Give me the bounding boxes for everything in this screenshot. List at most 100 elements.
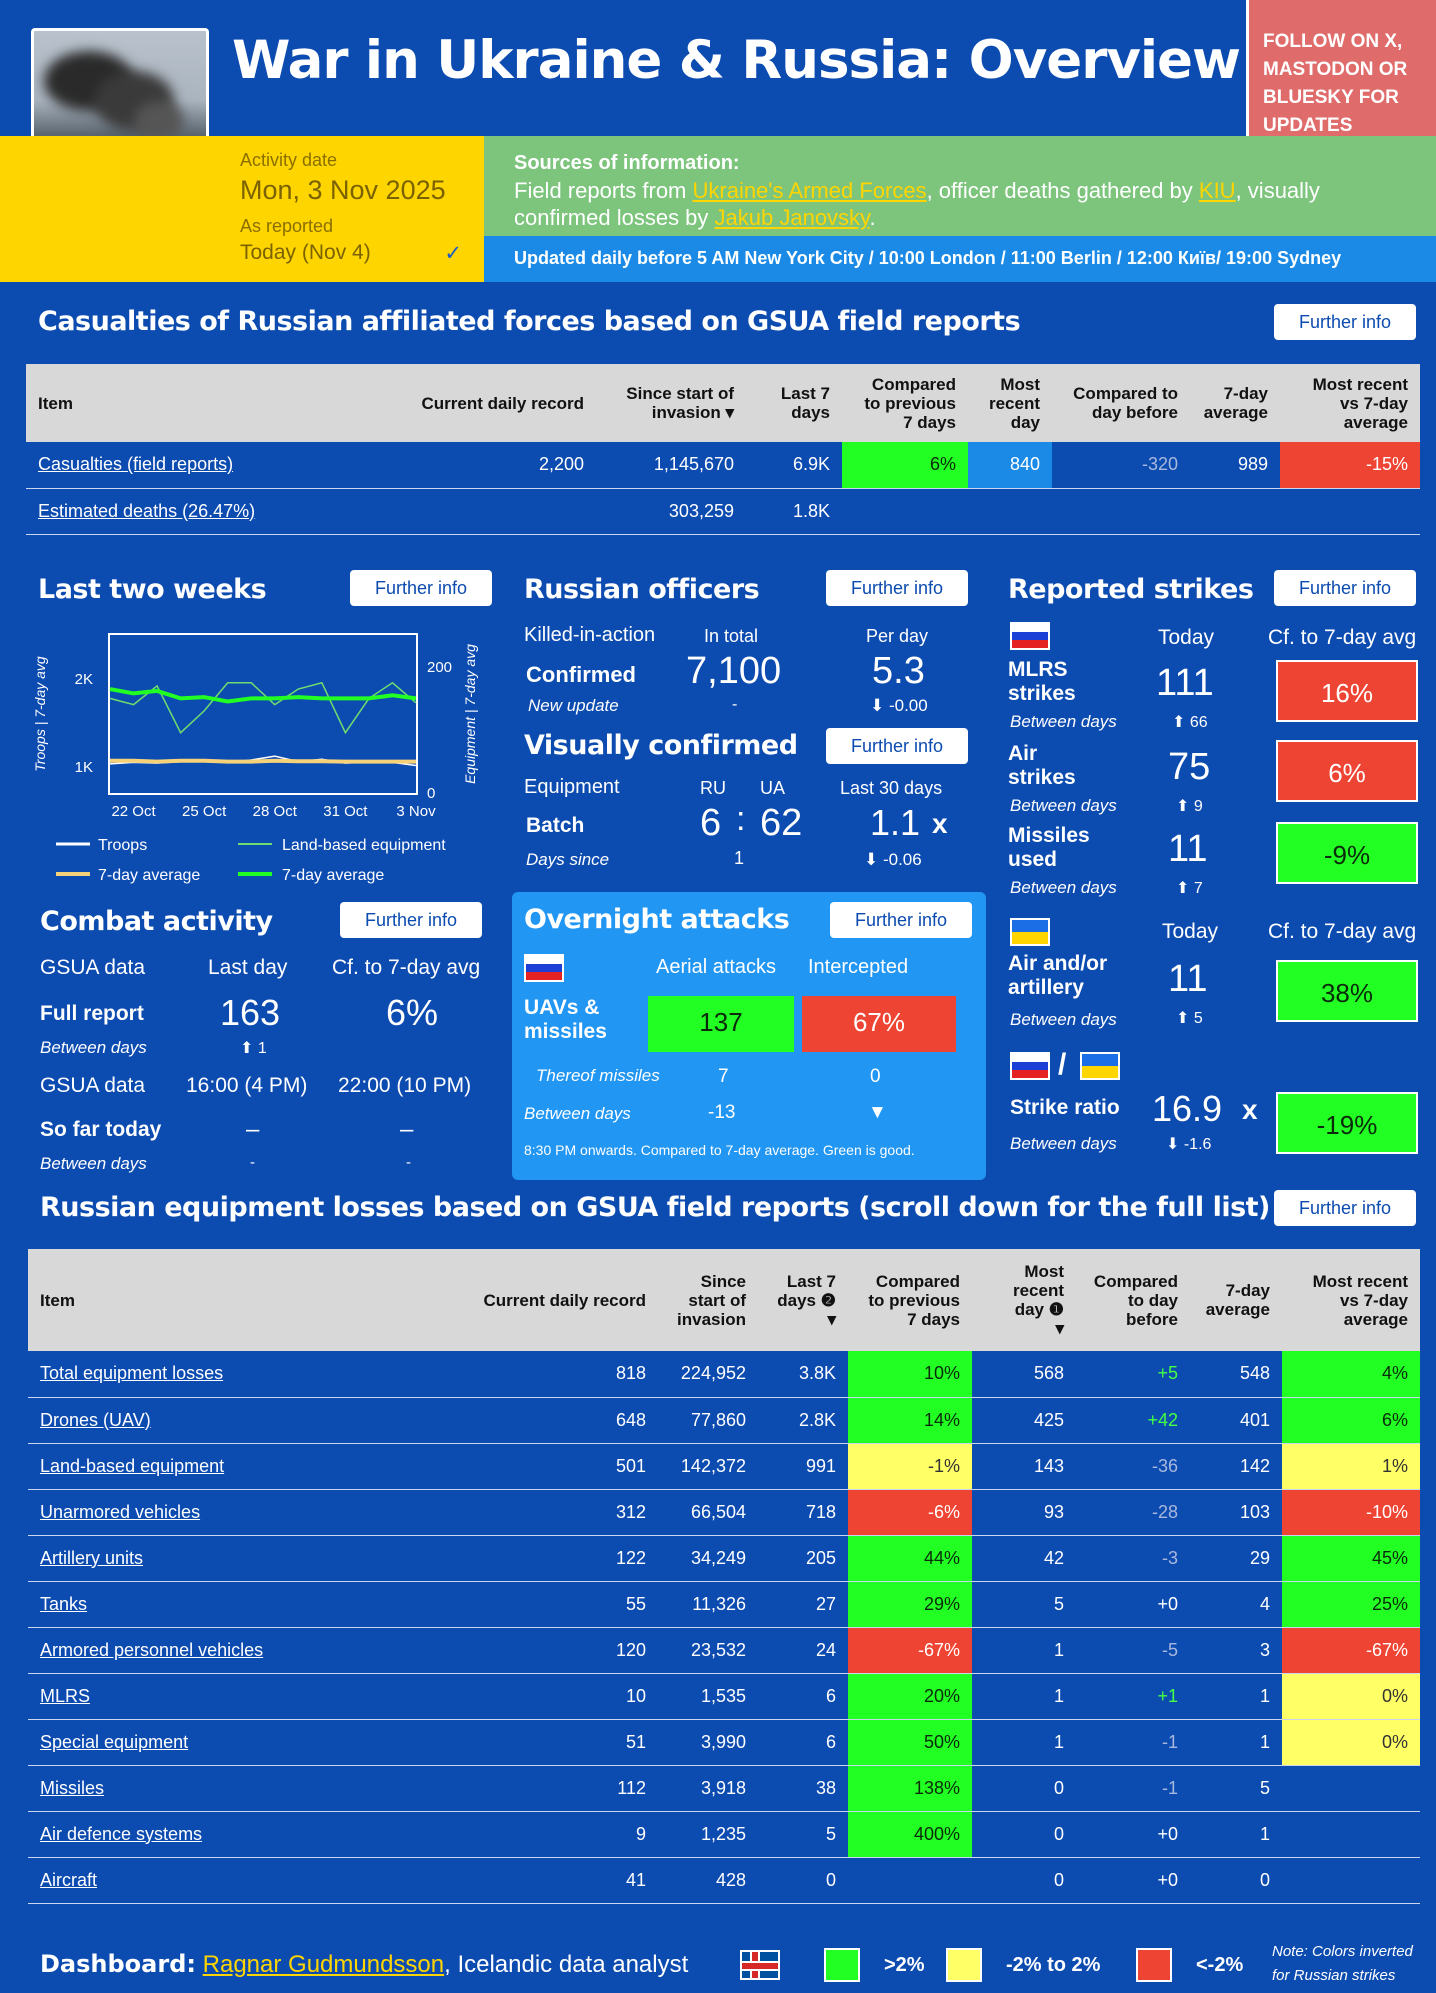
two-weeks-further-info-button[interactable]: Further info xyxy=(350,570,492,606)
row-link[interactable]: MLRS xyxy=(28,1673,328,1720)
troops-avg-line xyxy=(110,758,416,764)
cell: -10% xyxy=(1282,1489,1420,1536)
officers-further-info-button[interactable]: Further info xyxy=(826,570,968,606)
cell: -67% xyxy=(1282,1627,1420,1674)
cell xyxy=(842,488,968,535)
cell xyxy=(1052,488,1190,535)
overnight-title: Overnight attacks xyxy=(524,904,790,935)
legend-troops: Troops xyxy=(98,837,147,854)
officers-title: Russian officers xyxy=(524,574,760,605)
row-link[interactable]: Special equipment xyxy=(28,1719,328,1766)
cell: 138% xyxy=(848,1765,972,1812)
casualties-further-info-button[interactable]: Further info xyxy=(1274,304,1416,340)
cell: 50% xyxy=(848,1719,972,1766)
cell: +42 xyxy=(1076,1397,1190,1444)
cell: 0 xyxy=(758,1857,848,1904)
cell: 6% xyxy=(1282,1397,1420,1444)
info-icon: ❶ xyxy=(1048,1300,1064,1319)
new-update-value: - xyxy=(732,696,738,713)
cell: 11,326 xyxy=(658,1581,758,1628)
col-item: Item xyxy=(40,1290,75,1310)
author-link[interactable]: Ragnar Gudmundsson xyxy=(202,1951,445,1978)
cell xyxy=(1282,1857,1420,1904)
row-link[interactable]: Estimated deaths (26.47%) xyxy=(26,488,386,535)
air-artillery-value: 11 xyxy=(1168,958,1208,1000)
x-tick-label: 22 Oct xyxy=(111,803,156,820)
cell: 103 xyxy=(1190,1489,1282,1536)
combat-further-info-button[interactable]: Further info xyxy=(340,902,482,938)
time-2: 22:00 (10 PM) xyxy=(338,1074,472,1097)
strike-ratio-value: 16.9 xyxy=(1152,1088,1223,1129)
row-link[interactable]: Aircraft xyxy=(28,1857,328,1904)
cell: 6.9K xyxy=(746,442,842,489)
between-label: Between days xyxy=(524,1104,631,1123)
visual-ratio: 1.1 xyxy=(870,802,921,843)
cell xyxy=(386,488,596,535)
col-daily-record: Current daily record xyxy=(421,393,585,413)
cell: 3.8K xyxy=(758,1351,848,1398)
ukraine-flag-icon xyxy=(1010,918,1050,946)
equipment-further-info-button[interactable]: Further info xyxy=(1274,1190,1416,1226)
col-daily-record: Current daily record xyxy=(483,1290,647,1310)
cell: 1,145,670 xyxy=(596,442,746,489)
visual-further-info-button[interactable]: Further info xyxy=(826,728,968,764)
cell: 0% xyxy=(1282,1673,1420,1720)
cell: 0 xyxy=(972,1765,1076,1812)
full-report-value: 163 xyxy=(220,992,281,1033)
row-link[interactable]: Missiles xyxy=(28,1765,328,1812)
source-link-gsua[interactable]: Ukraine's Armed Forces xyxy=(692,178,927,203)
cell xyxy=(1282,1811,1420,1858)
cell: 6 xyxy=(758,1673,848,1720)
cell: 4 xyxy=(1190,1581,1282,1628)
cell xyxy=(968,488,1052,535)
so-far-between-2: - xyxy=(406,1154,411,1171)
missiles-intercepted: 0 xyxy=(870,1066,881,1087)
row-link[interactable]: Drones (UAV) xyxy=(28,1397,328,1444)
row-link[interactable]: Artillery units xyxy=(28,1535,328,1582)
follow-banner[interactable]: FOLLOW ON X, MASTODON OR BLUESKY FOR UPD… xyxy=(1246,0,1436,150)
confirmed-label: Confirmed xyxy=(526,662,636,687)
row-link[interactable]: Land-based equipment xyxy=(28,1443,328,1490)
cell: 41 xyxy=(328,1857,658,1904)
cell: 818 xyxy=(328,1351,658,1398)
cell: 5 xyxy=(758,1811,848,1858)
col-compared-day-before: Compared to day before xyxy=(1093,1271,1178,1329)
y-left-label: Troops | 7-day avg xyxy=(32,656,48,772)
cell: -320 xyxy=(1052,442,1190,489)
ratio-x: x xyxy=(932,808,948,839)
cell: 45% xyxy=(1282,1535,1420,1582)
cell xyxy=(1282,1765,1420,1812)
row-link[interactable]: Total equipment losses xyxy=(28,1351,328,1398)
cell: 6 xyxy=(758,1719,848,1766)
strikes-further-info-button[interactable]: Further info xyxy=(1274,570,1416,606)
cell: 44% xyxy=(848,1535,972,1582)
missiles-used-label: Missiles used xyxy=(1008,824,1090,871)
activity-value: Mon, 3 Nov 2025 xyxy=(240,175,446,205)
row-link[interactable]: Tanks xyxy=(28,1581,328,1628)
ytick-right: 0 xyxy=(427,785,435,802)
table-row: Unarmored vehicles 312 66,504 718 -6% 93 -28 10… xyxy=(28,1489,1420,1536)
col-7day-avg: 7-day average xyxy=(1205,1281,1270,1319)
legend-yellow-swatch xyxy=(946,1948,982,1982)
col-last7[interactable]: Last 7 days ❷ ▾ xyxy=(777,1271,836,1329)
row-link[interactable]: Air defence systems xyxy=(28,1811,328,1858)
russia-flag-icon xyxy=(524,954,564,982)
col-most-recent[interactable]: Most recent day ❶ ▾ xyxy=(1012,1262,1064,1338)
legend-avg-troops: 7-day average xyxy=(98,867,200,884)
row-link[interactable]: Unarmored vehicles xyxy=(28,1489,328,1536)
info-icon: ❷ xyxy=(820,1290,836,1310)
legend-red-label: <-2% xyxy=(1196,1954,1244,1976)
in-total-label: In total xyxy=(704,626,759,646)
footer-note: Note: Colors inverted for Russian strike… xyxy=(1272,1943,1413,1984)
source-link-kiu[interactable]: KIU xyxy=(1198,178,1236,203)
russia-flag-icon xyxy=(1010,622,1050,650)
row-link[interactable]: Casualties (field reports) xyxy=(26,442,386,489)
row-link[interactable]: Armored personnel vehicles xyxy=(28,1627,328,1674)
cell: 1 xyxy=(972,1719,1076,1766)
source-link-janovsky[interactable]: Jakub Janovsky xyxy=(714,205,870,230)
cell: -1 xyxy=(1076,1765,1190,1812)
col-since-start[interactable]: Since start of invasion ▾ xyxy=(626,384,734,422)
days-since-label: Days since xyxy=(526,850,610,869)
overnight-further-info-button[interactable]: Further info xyxy=(830,902,972,938)
cell: 55 xyxy=(328,1581,658,1628)
